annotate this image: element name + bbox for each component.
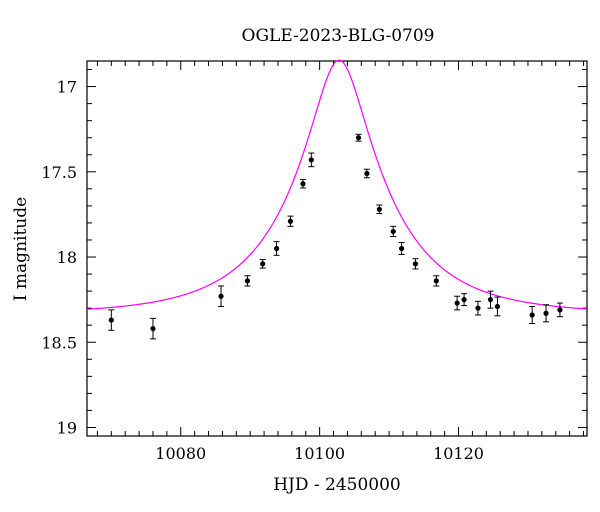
data-point-group: [390, 225, 397, 238]
data-points: [108, 133, 563, 340]
data-point-group: [398, 242, 405, 255]
data-point: [300, 181, 306, 187]
data-point-group: [433, 275, 440, 287]
data-point: [412, 261, 419, 267]
data-point: [260, 261, 266, 267]
data-point-group: [308, 152, 315, 168]
data-point: [390, 228, 396, 235]
data-point: [475, 305, 481, 311]
data-point: [150, 326, 156, 332]
data-point-group: [412, 258, 419, 270]
data-point-group: [273, 241, 280, 256]
data-point: [543, 310, 549, 316]
data-point: [398, 245, 405, 252]
data-point-group: [149, 317, 156, 340]
data-point: [487, 297, 494, 303]
y-tick-label: 18: [57, 248, 77, 267]
data-point-group: [376, 204, 383, 215]
data-point-group: [543, 304, 550, 323]
data-point-group: [529, 305, 536, 324]
axis-ticks: [87, 61, 587, 436]
x-tick-label: 10120: [433, 444, 484, 463]
data-point-group: [259, 259, 266, 269]
data-point: [355, 135, 362, 141]
data-point: [557, 307, 563, 313]
data-point-group: [355, 133, 362, 142]
x-tick-label: 10080: [155, 444, 206, 463]
y-axis-label: I magnitude: [11, 197, 31, 301]
data-point-group: [474, 300, 481, 316]
data-point: [287, 218, 294, 224]
data-point: [454, 300, 460, 306]
data-point-group: [454, 295, 461, 311]
data-point-group: [494, 296, 501, 317]
data-point-group: [487, 290, 494, 309]
data-point-group: [218, 285, 225, 307]
y-tick-label: 19: [57, 418, 77, 437]
x-axis-label: HJD - 2450000: [273, 475, 401, 495]
data-point: [433, 278, 439, 284]
data-point: [244, 278, 251, 284]
x-tick-label: 10100: [294, 444, 345, 463]
plot-frame: [86, 60, 588, 437]
data-point: [529, 312, 535, 318]
data-point: [273, 245, 280, 252]
model-curve: [86, 59, 588, 310]
chart-title: OGLE-2023-BLG-0709: [242, 26, 435, 46]
data-point-group: [244, 275, 251, 287]
data-point: [494, 303, 501, 310]
data-point-group: [299, 178, 306, 189]
data-point-group: [461, 293, 468, 307]
y-tick-label: 17.5: [41, 163, 77, 182]
data-point-group: [287, 215, 294, 227]
tick-labels: 10080 10100 10120 17 17.5 18 18.5 19: [41, 78, 484, 463]
data-point: [218, 293, 224, 299]
data-point: [364, 170, 370, 177]
data-point: [376, 206, 382, 212]
data-point: [108, 317, 114, 323]
data-point-group: [108, 309, 115, 331]
data-point: [308, 157, 314, 163]
data-point: [461, 297, 467, 303]
y-tick-label: 17: [57, 78, 77, 97]
data-point-group: [556, 302, 563, 318]
y-tick-label: 18.5: [41, 333, 77, 352]
data-point-group: [363, 168, 370, 179]
